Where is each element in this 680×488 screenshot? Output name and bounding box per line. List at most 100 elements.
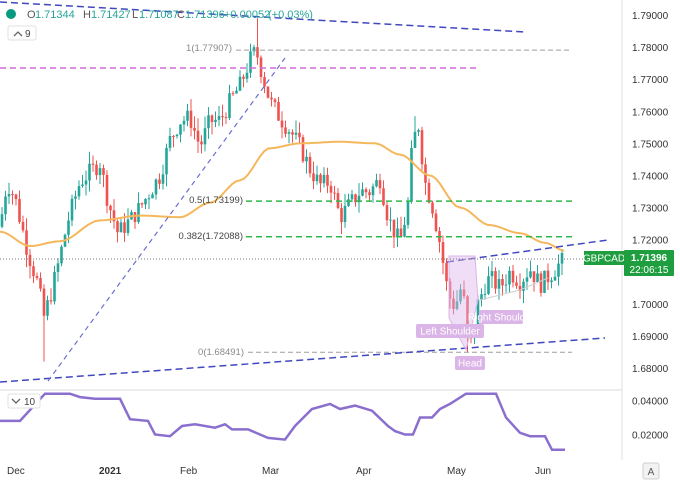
candle-body: [560, 252, 564, 264]
candle-body: [39, 278, 42, 289]
candle-body: [455, 301, 459, 309]
indicator-tick-label: 0.04000: [632, 397, 669, 408]
candle-body: [501, 278, 504, 286]
change-value: +0.00052: [224, 9, 270, 21]
candle-body: [354, 194, 357, 203]
candle-body: [280, 120, 284, 128]
candle-body: [28, 254, 32, 267]
candle-body: [291, 132, 294, 135]
candle-body: [312, 173, 315, 182]
candle-body: [7, 193, 11, 197]
candle-body: [273, 99, 277, 102]
candle-body: [11, 193, 14, 195]
candle-body: [277, 101, 280, 121]
time-axis[interactable]: Dec 2021 Feb Mar Apr May Jun: [7, 466, 551, 477]
time-tick-label: Apr: [356, 466, 372, 477]
time-tick-label: Feb: [180, 466, 198, 477]
auto-scale-box: [642, 462, 660, 480]
candle-body: [532, 271, 536, 282]
indicator-axis[interactable]: 0.04000 0.02000: [632, 397, 669, 442]
candle-body: [270, 97, 273, 100]
candle-body: [546, 270, 550, 283]
open-label: O: [27, 9, 36, 21]
candle-body: [256, 47, 259, 58]
candle-body: [21, 221, 25, 231]
candle-body: [466, 296, 469, 328]
candle-body: [284, 127, 287, 134]
candle-body: [60, 246, 63, 264]
candle-body: [200, 141, 203, 145]
candle-body: [522, 281, 525, 291]
candle-body: [151, 194, 154, 199]
candle-body: [203, 128, 207, 145]
high-label: H: [83, 9, 91, 21]
price-tick-label: 1.68000: [632, 364, 669, 375]
candle-body: [214, 119, 217, 123]
candle-body: [529, 271, 532, 278]
candle-body: [326, 174, 329, 186]
close-value: 1.71396: [185, 9, 225, 21]
change-percent: (+0.03%): [268, 9, 313, 21]
candle-body: [399, 228, 403, 237]
neckline: [446, 239, 609, 263]
candle-body: [445, 262, 448, 282]
close-label: C: [177, 9, 185, 21]
candle-body: [245, 72, 249, 79]
candle-body: [378, 180, 382, 189]
price-tick-label: 1.79000: [632, 11, 669, 22]
candle-body: [67, 220, 70, 235]
candle-body: [56, 263, 60, 272]
candle-body: [490, 271, 494, 277]
price-tick-label: 1.72000: [632, 236, 669, 247]
candlestick-series: [0, 18, 564, 362]
annotation-right-shoulder[interactable]: Right Shoulder: [468, 310, 535, 324]
candle-body: [263, 77, 266, 87]
time-tick-label: Mar: [262, 466, 280, 477]
candle-body: [74, 196, 77, 199]
candle-body: [235, 90, 238, 94]
candle-body: [158, 179, 161, 184]
indicator-line: [0, 392, 565, 452]
candle-body: [476, 299, 480, 333]
candle-body: [403, 224, 406, 237]
candle-body: [287, 132, 291, 134]
right-shoulder-line: [479, 277, 549, 301]
candle-body: [319, 174, 322, 184]
collapse-legend-button[interactable]: 9: [7, 25, 37, 41]
time-tick-label: Jun: [535, 466, 551, 477]
candle-body: [210, 115, 214, 123]
rising-trendline: [47, 57, 286, 382]
candle-body: [525, 277, 529, 282]
annotation-text: Right Shoulder: [468, 313, 535, 324]
low-value: 1.71087: [139, 9, 179, 21]
chevron-down-icon: [11, 398, 21, 404]
candle-body: [504, 284, 508, 286]
candle-body: [340, 207, 343, 223]
candle-body: [81, 184, 84, 187]
symbol-label: GBPCAD: [583, 254, 625, 265]
candle-body: [301, 137, 305, 162]
candle-body: [242, 76, 245, 79]
candle-body: [42, 288, 46, 316]
indicator-legend[interactable]: 10: [7, 393, 41, 409]
auto-scale-button[interactable]: A: [642, 462, 660, 480]
fib-label-0: 0(1.68491): [198, 347, 244, 358]
candle-body: [70, 198, 74, 221]
candle-body: [515, 282, 518, 286]
candle-body: [189, 110, 193, 128]
candle-body: [221, 116, 224, 118]
annotation-left-shoulder[interactable]: Left Shoulder: [416, 324, 484, 338]
candle-body: [161, 174, 165, 184]
candle-body: [550, 280, 553, 283]
candle-body: [543, 270, 546, 293]
candle-body: [413, 131, 417, 148]
candle-body: [53, 271, 56, 302]
candle-body: [168, 135, 172, 148]
last-price-marker: GBPCAD 1.71396 22:06:15: [583, 250, 674, 276]
candle-body: [434, 213, 438, 232]
time-tick-label: Dec: [7, 466, 25, 477]
annotation-head[interactable]: Head: [455, 356, 485, 370]
candle-body: [382, 188, 385, 206]
